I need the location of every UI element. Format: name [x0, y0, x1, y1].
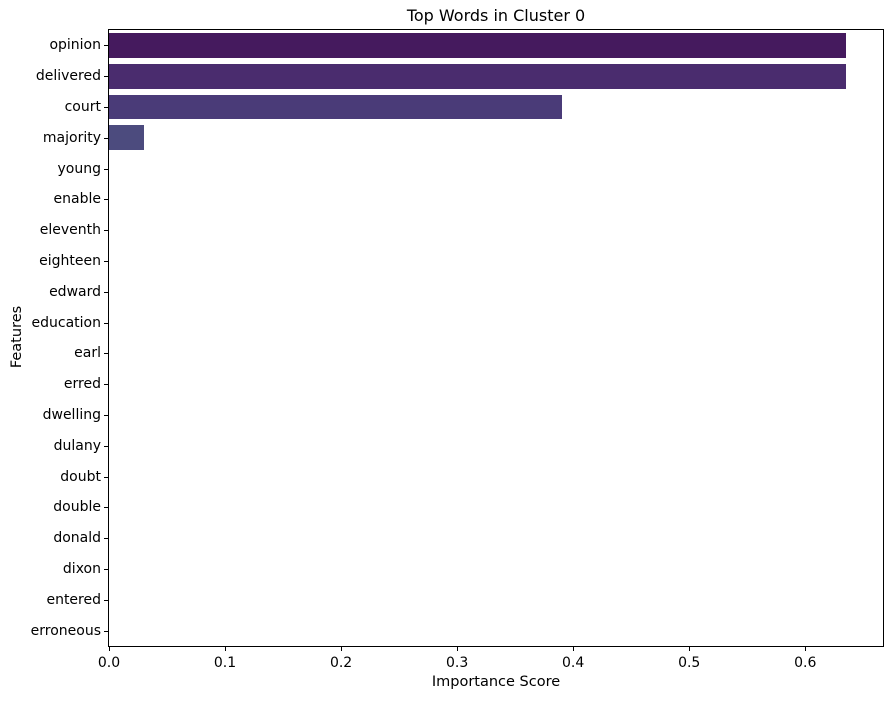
y-tick-mark — [104, 507, 108, 509]
y-tick-label: donald — [53, 530, 101, 547]
y-tick-mark — [104, 76, 108, 78]
y-tick-label: eighteen — [39, 253, 101, 269]
y-tick-mark — [104, 230, 108, 232]
y-tick-mark — [104, 599, 108, 601]
y-tick-label: erroneous — [30, 622, 101, 639]
y-tick-mark — [104, 569, 108, 570]
x-tick-label: 0.4 — [562, 655, 585, 671]
y-tick-label: doubt — [60, 468, 101, 485]
bar-opinion — [109, 33, 846, 58]
y-tick-label: double — [53, 499, 101, 516]
y-tick-label: enable — [53, 191, 101, 208]
x-axis-label: Importance Score — [431, 674, 561, 690]
y-tick-mark — [104, 137, 108, 139]
bar-court — [109, 94, 562, 120]
y-tick-mark — [104, 107, 108, 108]
y-tick-label: opinion — [49, 37, 101, 54]
y-tick-mark — [104, 538, 108, 540]
x-tick-label: 0.6 — [794, 655, 817, 671]
x-tick-mark — [804, 647, 806, 651]
spine-right — [883, 29, 884, 647]
x-tick-label: 0.2 — [329, 655, 353, 671]
y-tick-mark — [104, 168, 108, 170]
chart-title: Top Words in Cluster 0 — [406, 6, 586, 25]
y-axis-line — [108, 29, 109, 647]
x-tick-mark — [340, 647, 342, 651]
bar-delivered — [109, 63, 846, 89]
x-tick-label: 0.5 — [678, 655, 701, 671]
y-tick-mark — [104, 291, 108, 293]
x-tick-mark — [572, 647, 574, 651]
y-tick-label: entered — [46, 591, 101, 608]
y-tick-mark — [104, 630, 108, 632]
y-tick-label: dulany — [53, 437, 101, 454]
y-tick-label: eleventh — [39, 222, 101, 239]
y-tick-mark — [104, 322, 108, 324]
y-tick-mark — [104, 199, 108, 201]
x-tick-label: 0.0 — [97, 655, 121, 671]
x-tick-mark — [688, 647, 690, 651]
y-tick-mark — [104, 261, 108, 262]
y-tick-label: dwelling — [42, 407, 101, 423]
y-tick-mark — [104, 445, 108, 447]
y-tick-label: majority — [42, 129, 101, 146]
spine-top — [109, 29, 884, 30]
y-tick-label: erred — [63, 376, 101, 393]
y-tick-mark — [104, 476, 108, 478]
x-tick-mark — [108, 647, 110, 651]
y-tick-mark — [104, 415, 108, 416]
plot-area — [108, 29, 884, 647]
y-tick-label: dixon — [62, 561, 101, 577]
y-tick-mark — [104, 353, 108, 355]
y-tick-label: young — [57, 160, 101, 177]
x-tick-label: 0.3 — [445, 655, 469, 671]
y-tick-label: education — [31, 314, 101, 331]
y-tick-mark — [104, 384, 108, 386]
y-tick-label: delivered — [35, 68, 101, 85]
y-tick-label: court — [64, 99, 101, 115]
y-tick-label: edward — [49, 283, 101, 300]
x-tick-mark — [224, 647, 226, 651]
y-tick-mark — [104, 45, 108, 47]
x-tick-label: 0.1 — [213, 655, 237, 671]
x-axis-line — [109, 646, 884, 647]
bar-majority — [109, 125, 144, 151]
x-tick-mark — [456, 647, 458, 651]
y-tick-label: earl — [74, 345, 101, 362]
